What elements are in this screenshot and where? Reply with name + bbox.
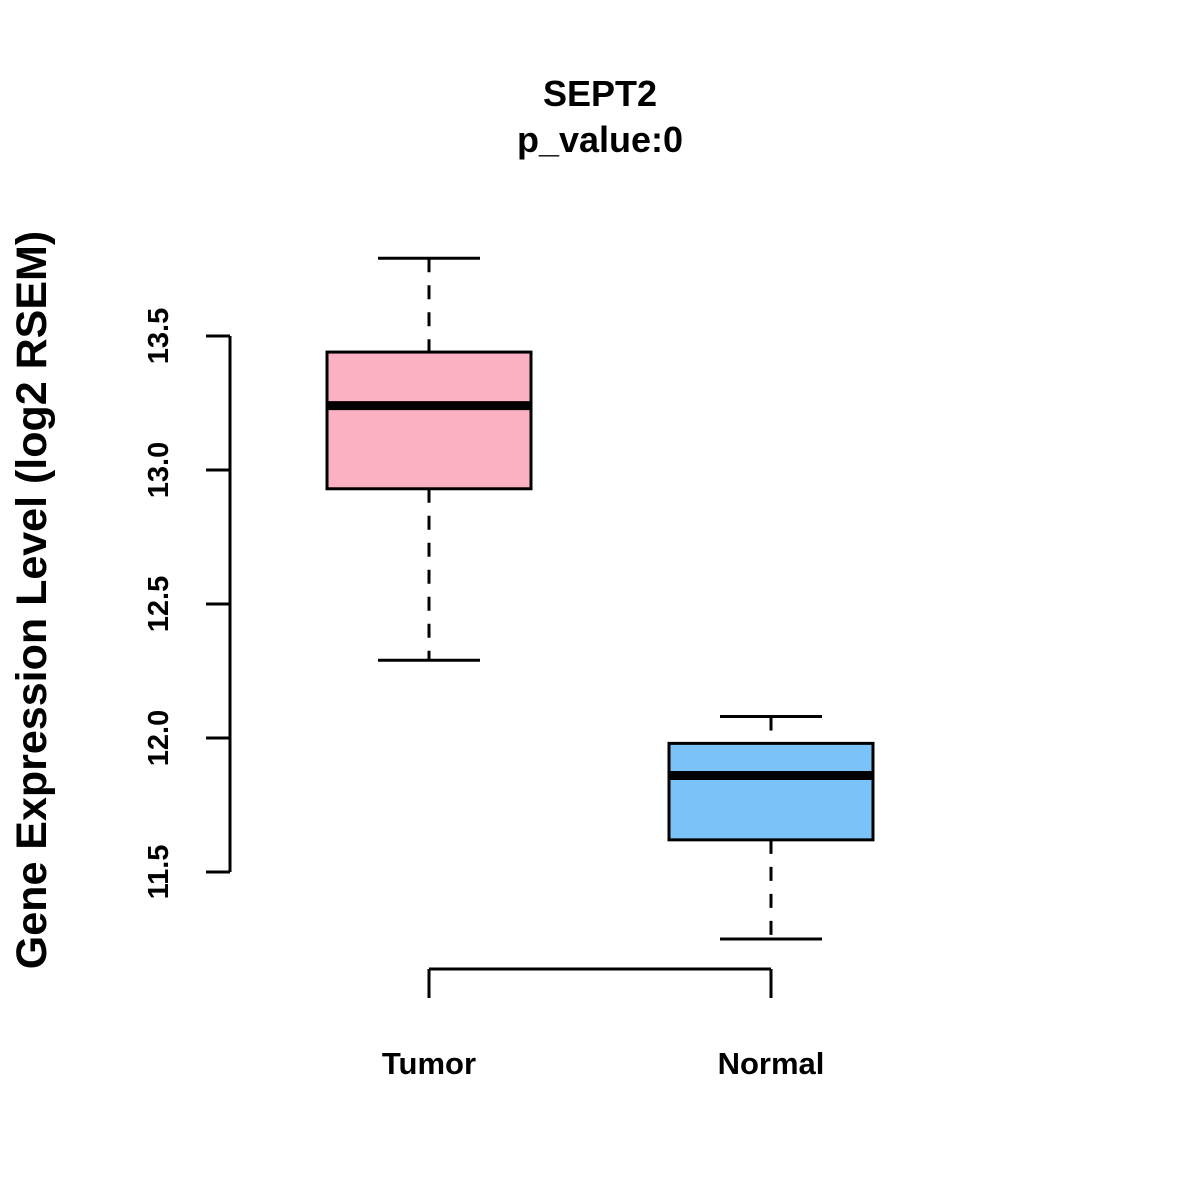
y-axis: 11.5 12.0 12.5 13.0 13.5 (143, 308, 232, 900)
y-tick-label: 11.5 (143, 845, 175, 900)
box-tumor (325, 256, 533, 662)
y-tick-label: 13.5 (143, 308, 175, 364)
chart-title: SEPT2 (543, 73, 657, 114)
chart-subtitle: p_value:0 (517, 119, 683, 160)
y-axis-label: Gene Expression Level (log2 RSEM) (8, 231, 56, 969)
boxes-group (325, 256, 875, 941)
y-tick-label: 13.0 (143, 442, 175, 498)
y-tick-label: 12.0 (143, 710, 175, 766)
iqr-box-tumor (325, 350, 533, 491)
x-tick-label-normal: Normal (718, 1046, 825, 1081)
x-axis: Tumor Normal (382, 967, 825, 1081)
y-tick-label: 12.5 (143, 576, 175, 632)
box-normal (667, 715, 875, 941)
x-tick-label-tumor: Tumor (382, 1046, 476, 1081)
iqr-box-normal (667, 741, 875, 842)
